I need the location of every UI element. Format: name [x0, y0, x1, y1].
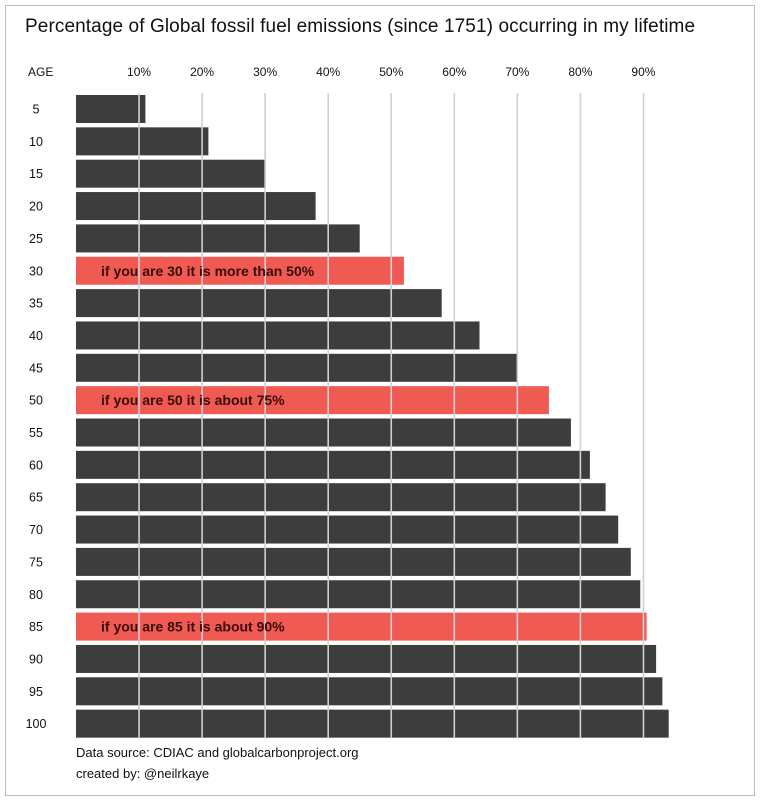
age-label-55: 55 — [29, 426, 43, 440]
age-label-90: 90 — [29, 653, 43, 667]
age-label-15: 15 — [29, 167, 43, 181]
chart-title: Percentage of Global fossil fuel emissio… — [25, 16, 696, 37]
bar-age-90 — [76, 644, 657, 673]
bar-age-55 — [76, 418, 571, 447]
age-label-25: 25 — [29, 232, 43, 246]
bar-age-80 — [76, 580, 641, 609]
x-tick-20pct: 20% — [190, 65, 214, 79]
bar-age-45 — [76, 353, 518, 382]
age-label-45: 45 — [29, 361, 43, 375]
annotation-age-50: if you are 50 it is about 75% — [101, 392, 285, 408]
age-label-80: 80 — [29, 588, 43, 602]
age-label-30: 30 — [29, 264, 43, 278]
bar-age-50 — [76, 386, 549, 415]
bar-age-70 — [76, 515, 619, 544]
age-label-95: 95 — [29, 685, 43, 699]
bar-age-75 — [76, 547, 631, 576]
data-source-note: Data source: CDIAC and globalcarbonproje… — [76, 745, 359, 760]
bar-age-10 — [76, 127, 209, 156]
x-tick-10pct: 10% — [127, 65, 151, 79]
x-tick-90pct: 90% — [631, 65, 655, 79]
age-label-65: 65 — [29, 491, 43, 505]
bar-age-35 — [76, 289, 442, 318]
bar-age-100 — [76, 709, 669, 738]
x-tick-30pct: 30% — [253, 65, 277, 79]
x-tick-80pct: 80% — [568, 65, 592, 79]
bar-age-5 — [76, 95, 146, 123]
age-label-60: 60 — [29, 458, 43, 472]
age-label-75: 75 — [29, 555, 43, 569]
bar-age-40 — [76, 321, 480, 350]
bar-age-25 — [76, 224, 360, 253]
credit-note: created by: @neilrkaye — [76, 766, 210, 781]
bar-age-95 — [76, 677, 663, 706]
x-tick-40pct: 40% — [316, 65, 340, 79]
bar-age-15 — [76, 159, 266, 188]
annotation-age-30: if you are 30 it is more than 50% — [101, 263, 315, 279]
bar-age-30 — [76, 256, 404, 285]
y-axis-label: AGE — [28, 65, 53, 79]
age-label-100: 100 — [26, 717, 47, 731]
age-label-20: 20 — [29, 200, 43, 214]
age-label-40: 40 — [29, 329, 43, 343]
age-label-70: 70 — [29, 523, 43, 537]
x-tick-50pct: 50% — [379, 65, 403, 79]
bar-age-60 — [76, 450, 590, 479]
age-label-5: 5 — [33, 103, 40, 117]
annotation-age-85: if you are 85 it is about 90% — [101, 619, 285, 635]
age-label-35: 35 — [29, 297, 43, 311]
bar-age-85 — [76, 612, 647, 641]
bar-age-20 — [76, 192, 316, 221]
x-tick-60pct: 60% — [442, 65, 466, 79]
x-tick-70pct: 70% — [505, 65, 529, 79]
age-label-10: 10 — [29, 135, 43, 149]
age-label-50: 50 — [29, 394, 43, 408]
age-label-85: 85 — [29, 620, 43, 634]
bar-age-65 — [76, 483, 606, 512]
